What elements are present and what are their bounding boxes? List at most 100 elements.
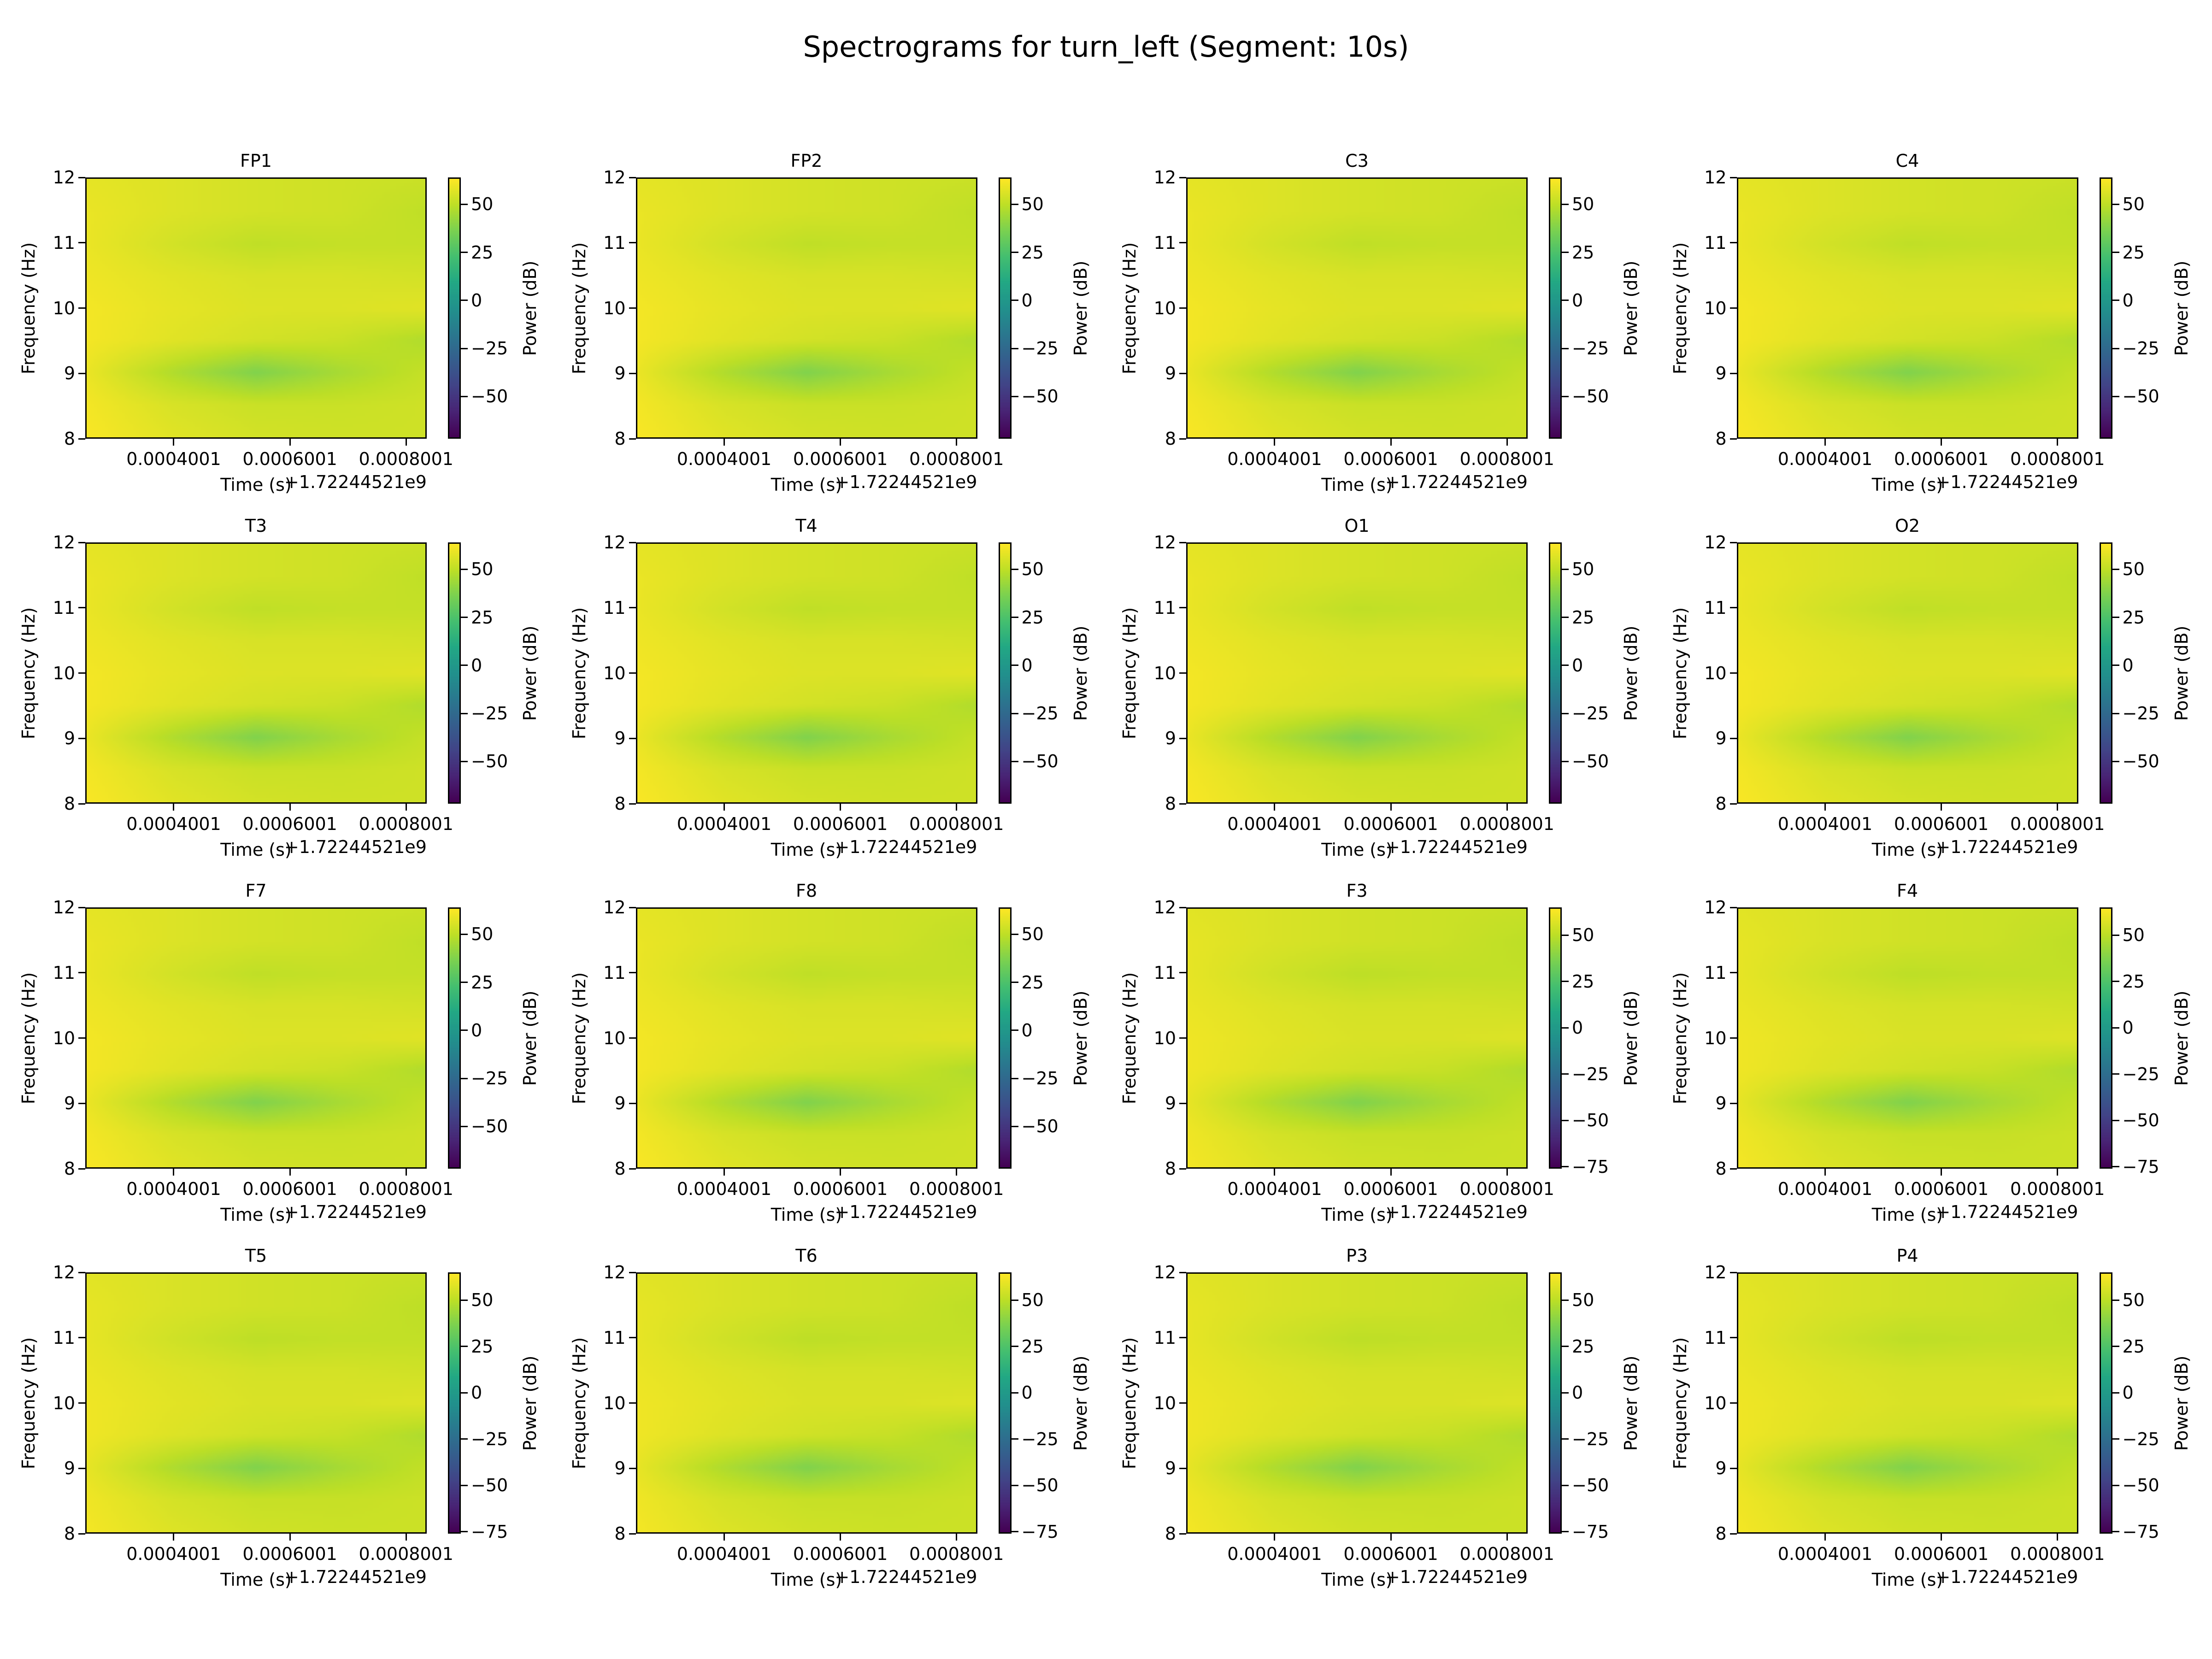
x-offset-text: +1.72244521e9 xyxy=(1385,1567,1528,1587)
y-tick-mark xyxy=(1730,1168,1737,1170)
x-tick-mark xyxy=(1274,1169,1276,1176)
x-tick-label: 0.0004001 xyxy=(126,449,221,469)
colorbar-tick-label: −50 xyxy=(1021,751,1059,772)
x-tick-label: 0.0004001 xyxy=(1227,1544,1322,1564)
colorbar-tick-mark xyxy=(1562,1166,1569,1168)
x-tick-mark xyxy=(1506,1169,1508,1176)
x-tick-label: 0.0006001 xyxy=(1343,814,1438,834)
x-tick-mark xyxy=(1506,439,1508,446)
y-tick-label: 8 xyxy=(1715,1159,1727,1179)
colorbar-tick-label: 25 xyxy=(1021,607,1044,628)
colorbar-tick-mark xyxy=(1562,1484,1569,1486)
x-tick-label: 0.0006001 xyxy=(242,814,337,834)
y-tick-label: 10 xyxy=(603,298,626,318)
colorbar-tick-mark xyxy=(2112,1299,2119,1301)
colorbar-tick-label: 25 xyxy=(1572,1336,1594,1357)
x-axis-label: Time (s) xyxy=(220,475,292,495)
y-tick-label: 11 xyxy=(1153,232,1176,253)
colorbar-label: Power (dB) xyxy=(1070,260,1091,356)
colorbar-tick-label: −25 xyxy=(2122,1429,2159,1449)
y-tick-mark xyxy=(78,1271,85,1273)
colorbar-tick-mark xyxy=(1011,1077,1018,1079)
spectrogram-heatmap xyxy=(1738,179,2077,437)
panel-title: F8 xyxy=(795,881,818,901)
x-tick-mark xyxy=(289,1169,291,1176)
colorbar-tick-label: −50 xyxy=(2122,751,2159,772)
colorbar-label: Power (dB) xyxy=(1621,260,1641,356)
y-tick-mark xyxy=(629,176,636,178)
x-tick-mark xyxy=(1390,1169,1392,1176)
y-tick-mark xyxy=(1730,1533,1737,1535)
colorbar-tick-mark xyxy=(461,395,468,397)
x-tick-label: 0.0006001 xyxy=(1343,449,1438,469)
y-axis-label: Frequency (Hz) xyxy=(1119,1337,1140,1469)
colorbar-tick-mark xyxy=(2112,347,2119,349)
y-tick-label: 12 xyxy=(1153,897,1176,918)
colorbar-tick-mark xyxy=(2112,934,2119,936)
x-offset-text: +1.72244521e9 xyxy=(284,472,427,492)
x-axis-label: Time (s) xyxy=(771,475,842,495)
colorbar-tick-mark xyxy=(1562,617,1569,618)
spectrogram-heatmap xyxy=(87,179,425,437)
x-tick-label: 0.0004001 xyxy=(1227,1179,1322,1199)
x-tick-label: 0.0004001 xyxy=(126,1544,221,1564)
colorbar-tick-label: 25 xyxy=(1572,971,1594,992)
y-tick-mark xyxy=(78,672,85,674)
y-tick-mark xyxy=(78,438,85,440)
colorbar-label: Power (dB) xyxy=(2171,1355,2192,1451)
colorbar-tick-mark xyxy=(1011,712,1018,714)
x-tick-label: 0.0008001 xyxy=(1459,814,1554,834)
x-tick-label: 0.0006001 xyxy=(1894,449,1989,469)
spectrogram-heatmap xyxy=(637,179,976,437)
y-tick-label: 9 xyxy=(64,363,75,384)
x-offset-text: +1.72244521e9 xyxy=(284,1202,427,1222)
x-tick-mark xyxy=(840,1534,841,1541)
y-tick-label: 9 xyxy=(614,728,626,749)
colorbar-tick-mark xyxy=(2112,981,2119,982)
x-tick-mark xyxy=(1824,439,1826,446)
x-tick-mark xyxy=(289,804,291,811)
y-tick-mark xyxy=(1179,672,1186,674)
x-tick-mark xyxy=(956,1534,958,1541)
colorbar-tick-label: 50 xyxy=(1021,194,1044,215)
y-axis-label: Frequency (Hz) xyxy=(1670,607,1690,739)
x-tick-label: 0.0004001 xyxy=(126,814,221,834)
x-tick-label: 0.0004001 xyxy=(1777,1544,1873,1564)
y-tick-label: 11 xyxy=(53,232,75,253)
y-tick-label: 8 xyxy=(614,1524,626,1544)
y-tick-label: 10 xyxy=(603,1393,626,1413)
x-tick-label: 0.0008001 xyxy=(359,449,453,469)
colorbar xyxy=(448,1272,461,1534)
colorbar xyxy=(1549,1272,1562,1534)
colorbar-tick-mark xyxy=(2112,1346,2119,1347)
colorbar-tick-mark xyxy=(1562,981,1569,982)
y-axis-label: Frequency (Hz) xyxy=(1670,242,1690,374)
colorbar-tick-label: −25 xyxy=(1572,703,1609,724)
colorbar-tick-label: 50 xyxy=(1572,925,1594,946)
x-tick-label: 0.0008001 xyxy=(359,814,453,834)
x-tick-label: 0.0008001 xyxy=(359,1179,453,1199)
colorbar-tick-label: −25 xyxy=(1021,1429,1059,1449)
y-tick-label: 10 xyxy=(53,663,75,683)
colorbar-gradient xyxy=(1550,179,1560,437)
colorbar-tick-mark xyxy=(1562,395,1569,397)
y-tick-label: 9 xyxy=(1165,1093,1176,1114)
x-tick-label: 0.0006001 xyxy=(1343,1179,1438,1199)
colorbar-label: Power (dB) xyxy=(2171,260,2192,356)
colorbar-tick-mark xyxy=(2112,1531,2119,1533)
colorbar-tick-mark xyxy=(461,933,468,935)
x-tick-label: 0.0008001 xyxy=(359,1544,453,1564)
colorbar-tick-mark xyxy=(1011,568,1018,570)
y-tick-mark xyxy=(78,906,85,908)
x-axis-label: Time (s) xyxy=(1321,1570,1393,1590)
panel-title: P3 xyxy=(1346,1246,1368,1266)
colorbar-tick-mark xyxy=(1562,1073,1569,1075)
x-tick-label: 0.0008001 xyxy=(2010,1179,2105,1199)
colorbar-tick-mark xyxy=(1011,1484,1018,1486)
spectrogram-axes xyxy=(1186,177,1528,439)
x-tick-label: 0.0004001 xyxy=(1777,1179,1873,1199)
colorbar-label: Power (dB) xyxy=(520,625,540,721)
colorbar-tick-mark xyxy=(1011,760,1018,762)
y-tick-label: 9 xyxy=(1715,363,1727,384)
x-tick-label: 0.0004001 xyxy=(677,814,772,834)
